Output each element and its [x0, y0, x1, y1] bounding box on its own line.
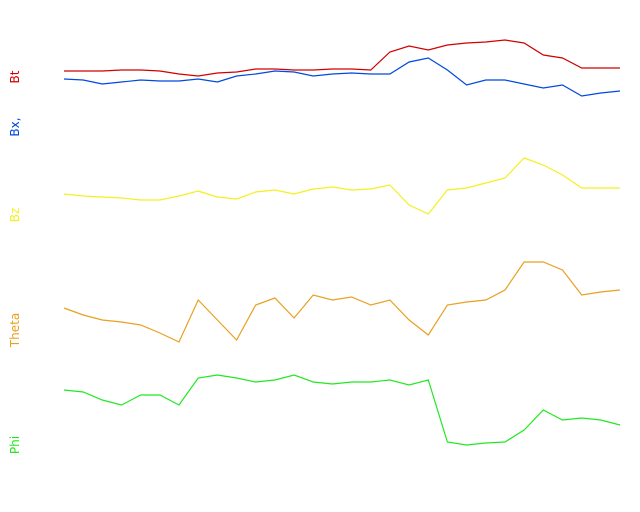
series-label: Bx, [8, 117, 22, 136]
series-line [63, 374, 621, 446]
series-label: Bt [8, 70, 22, 83]
series-label: Bz [8, 208, 22, 223]
series-line [63, 57, 621, 97]
series-label: Phi [8, 436, 22, 454]
series-label: Theta [8, 313, 22, 348]
series-line [63, 157, 620, 215]
series-line [64, 39, 620, 77]
series-line [63, 261, 621, 343]
